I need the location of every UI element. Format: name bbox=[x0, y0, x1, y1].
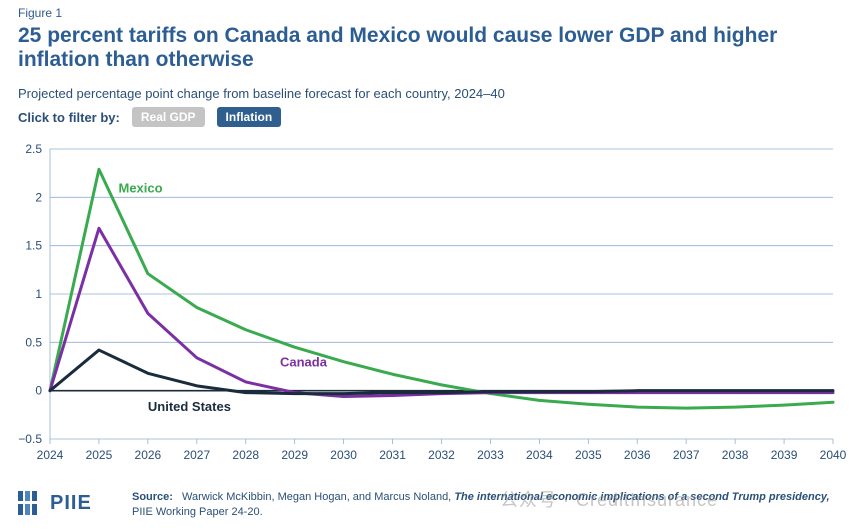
y-tick-label: 1.5 bbox=[25, 239, 42, 253]
y-tick-label: 2.5 bbox=[25, 142, 42, 156]
x-tick-label: 2037 bbox=[673, 448, 700, 462]
series-line-mexico bbox=[48, 167, 835, 410]
y-tick-label: 0 bbox=[35, 384, 42, 398]
x-tick-label: 2026 bbox=[135, 448, 162, 462]
x-tick-label: 2040 bbox=[820, 448, 847, 462]
series-label-united-states: United States bbox=[148, 399, 231, 414]
filter-bar: Click to filter by: Real GDP Inflation bbox=[18, 107, 293, 127]
line-chart: 2.521.510.50−0.5 2024 2025 2026 2027 2028 202… bbox=[18, 142, 847, 462]
x-tick-label: 2035 bbox=[575, 448, 602, 462]
series-labels: Mexico Canada United States bbox=[119, 181, 328, 414]
x-tick-label: 2034 bbox=[526, 448, 553, 462]
x-tick-label: 2030 bbox=[330, 448, 357, 462]
figure-label: Figure 1 bbox=[18, 6, 63, 20]
x-tick-label: 2024 bbox=[37, 448, 64, 462]
source-note: Source: Warwick McKibbin, Megan Hogan, a… bbox=[132, 490, 832, 520]
piie-logo: PIIE bbox=[16, 489, 92, 517]
x-axis-ticks: 2024 2025 2026 2027 2028 2029 2030 2031 2032 2033… bbox=[37, 439, 847, 462]
x-tick-label: 2032 bbox=[428, 448, 455, 462]
chart-subtitle: Projected percentage point change from b… bbox=[18, 86, 505, 101]
logo-text: PIIE bbox=[50, 491, 92, 514]
x-tick-label: 2027 bbox=[183, 448, 210, 462]
source-label: Source: bbox=[132, 491, 173, 503]
x-tick-label: 2039 bbox=[771, 448, 798, 462]
x-tick-label: 2025 bbox=[86, 448, 113, 462]
x-tick-label: 2038 bbox=[722, 448, 749, 462]
y-tick-label: 2 bbox=[35, 190, 42, 204]
watermark: 公众号 · CreditInsurance bbox=[500, 490, 719, 510]
series-label-mexico: Mexico bbox=[119, 181, 163, 196]
chart-title: 25 percent tariffs on Canada and Mexico … bbox=[18, 24, 778, 71]
chart-series bbox=[48, 167, 835, 410]
x-tick-label: 2028 bbox=[232, 448, 259, 462]
x-tick-label: 2036 bbox=[624, 448, 651, 462]
chart-grid bbox=[49, 148, 833, 440]
filter-real-gdp-button[interactable]: Real GDP bbox=[131, 107, 205, 127]
filter-label: Click to filter by: bbox=[18, 109, 120, 125]
piie-logo-icon bbox=[16, 491, 40, 515]
x-tick-label: 2029 bbox=[281, 448, 308, 462]
footer: PIIE Source: Warwick McKibbin, Megan Hog… bbox=[0, 481, 865, 531]
source-paper-title: The international economic implications … bbox=[454, 491, 830, 503]
y-tick-label: 0.5 bbox=[25, 335, 42, 349]
y-axis-ticks: 2.5 2 1.5 1 0.5 0 −0.5 bbox=[18, 142, 42, 446]
y-tick-label: −0.5 bbox=[18, 432, 42, 446]
x-tick-label: 2033 bbox=[477, 448, 504, 462]
y-tick-label: 1 bbox=[35, 287, 42, 301]
series-line-united-states bbox=[48, 348, 835, 396]
series-line-canada bbox=[48, 226, 835, 398]
filter-inflation-button[interactable]: Inflation bbox=[216, 107, 282, 127]
series-label-canada: Canada bbox=[280, 355, 328, 370]
source-series: PIIE Working Paper 24-20. bbox=[132, 506, 263, 518]
source-authors: Warwick McKibbin, Megan Hogan, and Marcu… bbox=[182, 491, 452, 503]
x-tick-label: 2031 bbox=[379, 448, 406, 462]
